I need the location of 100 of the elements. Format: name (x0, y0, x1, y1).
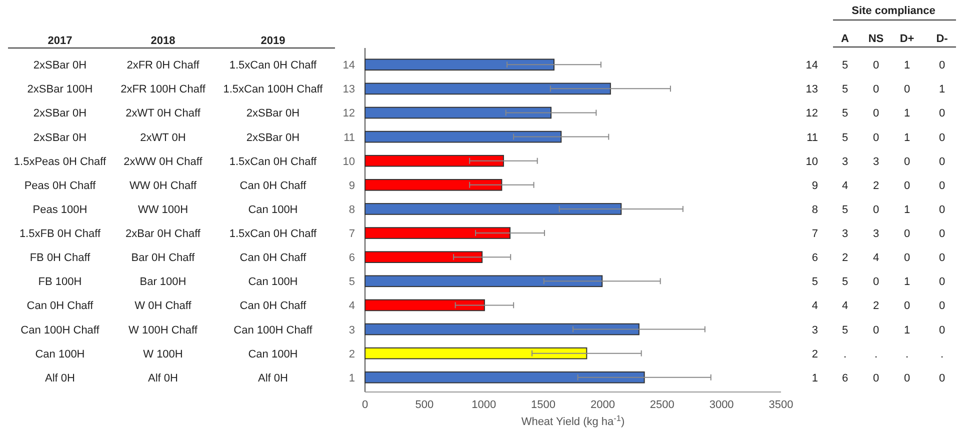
category-label: 7 (812, 228, 818, 240)
x-tick-label: 2500 (650, 399, 674, 411)
text: W 0H Chaff (134, 300, 192, 312)
text: 3 (842, 228, 848, 240)
category-label: 2 (872, 300, 880, 312)
text: 0 (938, 300, 946, 312)
text: 0 (938, 108, 946, 120)
text: Peas 100H (32, 204, 88, 216)
category-label: 12 (806, 108, 818, 120)
text: 1 (904, 204, 910, 216)
text: . (940, 348, 944, 360)
text: 0 (938, 204, 946, 216)
text: 0 (904, 156, 910, 168)
text: 2019 (260, 35, 286, 47)
text: 2xWT 0H Chaff (126, 108, 202, 120)
text: Can 100H (248, 204, 298, 216)
y-tick-label: 7 (348, 228, 355, 240)
category-label: 14 (806, 60, 818, 72)
category-label: 10 (806, 156, 818, 168)
text: 1 (904, 60, 910, 72)
text: 1.5xCan 0H Chaff (229, 156, 318, 168)
text: 2xWW 0H Chaff (124, 156, 204, 168)
text: 0 (872, 60, 880, 72)
text: 0 (938, 156, 946, 168)
text: 4 (812, 300, 818, 312)
text: 3 (872, 156, 880, 168)
text: 2xSBar 0H (33, 108, 87, 120)
text: 2017 (48, 35, 72, 47)
text: 0 (938, 252, 946, 264)
category-label: 8 (812, 204, 818, 216)
text: 0 (938, 228, 946, 240)
text: 1 (812, 372, 818, 384)
x-tick-label: 500 (415, 399, 434, 411)
text: D+ (900, 33, 914, 45)
text: A (841, 33, 850, 45)
text: D- (936, 33, 948, 45)
text: Can 100H (248, 276, 298, 288)
y-tick-label: 10 (342, 156, 355, 168)
text: 4 (842, 300, 848, 312)
category-label: 9 (812, 180, 818, 192)
text: 0 (904, 252, 910, 264)
text: FB 0H Chaff (30, 252, 92, 264)
text: Can 100H Chaff (20, 324, 100, 336)
bar (364, 371, 645, 384)
text: 0 (872, 108, 880, 120)
bar (364, 347, 588, 360)
text: 1.5xCan 0H Chaff (229, 228, 318, 240)
text: 0 (938, 372, 946, 384)
bar (364, 58, 554, 71)
text: 0 (904, 300, 910, 312)
x-tick-label: 3000 (709, 399, 734, 411)
text: . (874, 348, 878, 360)
text: 3 (842, 156, 848, 168)
text: 0 (872, 276, 880, 288)
y-tick-label: 9 (348, 180, 355, 192)
text: 0 (904, 228, 910, 240)
text: 0 (872, 132, 880, 144)
text: 0 (872, 372, 880, 384)
x-tick-label: 1000 (472, 399, 496, 411)
text: 0 (938, 324, 946, 336)
text: WW 100H (138, 204, 188, 216)
text: 0 (904, 372, 910, 384)
y-tick-label: 11 (344, 132, 355, 144)
text: 0 (872, 204, 880, 216)
text: Can 100H (248, 348, 298, 360)
text: 1.5xCan 0H Chaff (229, 60, 318, 72)
x-tick-label: 3500 (768, 399, 794, 411)
x-tick-label: 2000 (590, 399, 615, 411)
text: 2xSBar 0H (246, 132, 300, 144)
bar (364, 323, 640, 336)
y-tick-label: 8 (348, 204, 355, 216)
text: 0 (938, 132, 946, 144)
text: 2xFR 100H Chaff (120, 84, 206, 96)
bar (364, 227, 511, 239)
text: 4 (842, 180, 848, 192)
text: 0 (872, 84, 880, 96)
bar (364, 82, 611, 95)
bar (364, 179, 502, 191)
text: Can 0H Chaff (240, 180, 308, 192)
text: 5 (842, 276, 848, 288)
text: FB 100H (38, 276, 82, 288)
text: 2 (812, 348, 818, 360)
text: 2018 (150, 35, 176, 47)
text: 5 (842, 204, 848, 216)
text: 0 (938, 60, 946, 72)
text: 2xSBar 0H (33, 132, 87, 144)
y-tick-label: 12 (342, 108, 355, 120)
text: 6 (812, 252, 818, 264)
text: Can 0H Chaff (240, 300, 308, 312)
text: 0 (904, 180, 910, 192)
text: 2xSBar 100H (27, 84, 93, 96)
text: Peas 0H Chaff (24, 180, 97, 192)
category-label: 11 (806, 132, 818, 144)
bar (364, 203, 622, 215)
bar (364, 299, 485, 312)
text: 4 (872, 252, 880, 264)
text: 2 (842, 252, 848, 264)
text: Alf 0H (148, 372, 178, 384)
bar (364, 130, 562, 143)
text: Can 100H (35, 348, 85, 360)
